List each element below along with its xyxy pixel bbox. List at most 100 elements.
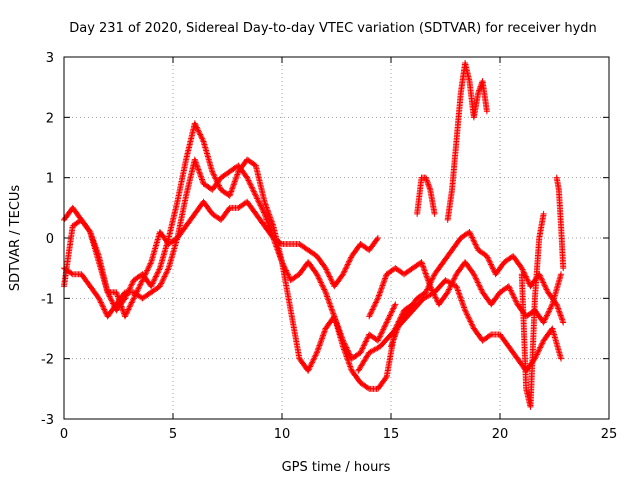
data-point-marker [138,280,145,287]
data-point-marker [192,159,199,166]
data-point-marker [536,345,543,352]
data-point-marker [143,268,150,275]
data-point-marker [558,271,565,278]
data-point-marker [391,304,398,311]
data-point-marker [374,296,381,303]
data-point-marker [68,270,75,277]
y-tick-label: -2 [41,353,54,368]
data-point-marker [393,329,400,336]
data-point-marker [388,309,395,316]
data-point-marker [473,276,480,283]
data-point-marker [376,289,383,296]
data-point-marker [423,271,430,278]
data-point-marker [375,336,382,343]
data-point-marker [363,337,370,344]
data-point-marker [153,272,160,279]
data-point-marker [511,294,518,301]
data-point-marker [193,160,200,167]
data-point-marker [468,233,475,240]
data-point-marker [396,320,403,327]
data-point-marker [319,335,326,342]
data-point-marker [385,315,392,322]
data-point-marker [211,174,218,181]
data-point-marker [326,299,333,306]
y-axis-label: SDTVAR / TECUs [8,185,23,292]
data-point-marker [135,285,142,292]
data-point-marker [197,132,204,139]
data-point-marker [99,302,106,309]
data-point-marker [541,282,548,289]
data-point-marker [116,299,123,306]
data-point-marker [330,310,337,317]
data-point-marker [198,134,205,141]
data-point-marker [465,314,472,321]
data-point-marker [136,282,143,289]
data-point-marker [420,263,427,270]
series-sat-track-10 [553,174,567,272]
data-point-marker [432,294,439,301]
data-point-marker [512,297,519,304]
data-point-marker [467,318,474,325]
x-tick-label: 0 [60,427,68,442]
data-point-marker [320,285,327,292]
data-point-marker [462,307,469,314]
data-point-marker [329,309,336,316]
data-point-marker [358,346,365,353]
data-point-marker [234,170,241,177]
data-point-marker [460,303,467,310]
data-point-marker [132,291,139,298]
data-point-marker [309,357,316,364]
data-point-marker [376,334,383,341]
data-point-marker [384,316,391,323]
data-point-marker [136,284,143,291]
data-point-marker [519,266,526,273]
data-point-marker [489,265,496,272]
data-point-marker [375,293,382,300]
data-point-marker [211,172,218,179]
data-point-marker [523,274,530,281]
data-point-marker [556,309,563,316]
data-point-marker [543,286,550,293]
data-point-marker [138,278,145,285]
data-point-marker [544,311,551,318]
data-point-marker [130,295,137,302]
data-point-marker [197,131,204,138]
data-point-marker [146,263,153,270]
data-point-marker [545,308,552,315]
data-point-marker [263,216,270,223]
data-point-marker [483,253,490,260]
data-point-marker [469,235,476,242]
data-point-marker [419,261,426,268]
data-point-marker [140,274,147,281]
data-point-marker [195,167,202,174]
series-sat-track-5 [366,259,565,326]
data-point-marker [537,344,544,351]
data-point-marker [313,271,320,278]
data-point-marker [520,267,527,274]
data-point-marker [319,283,326,290]
data-point-marker [387,311,394,318]
data-point-marker [558,313,565,320]
data-point-marker [394,325,401,332]
data-point-marker [508,288,515,295]
data-point-marker [555,305,562,312]
data-point-marker [142,270,149,277]
data-point-marker [390,305,397,312]
data-point-marker [315,275,322,282]
x-tick-label: 5 [169,427,177,442]
data-point-marker [455,288,462,295]
data-point-marker [321,329,328,336]
data-point-marker [423,287,430,294]
data-point-marker [319,334,326,341]
data-point-marker [553,301,560,308]
data-point-marker [267,215,274,222]
data-point-marker [124,309,131,316]
data-point-marker [345,260,352,267]
data-point-marker [256,201,263,208]
data-point-marker [372,300,379,307]
data-point-marker [276,253,283,260]
data-point-marker [284,270,291,277]
data-point-marker [265,210,272,217]
data-point-marker [469,234,476,241]
data-point-marker [312,352,319,359]
